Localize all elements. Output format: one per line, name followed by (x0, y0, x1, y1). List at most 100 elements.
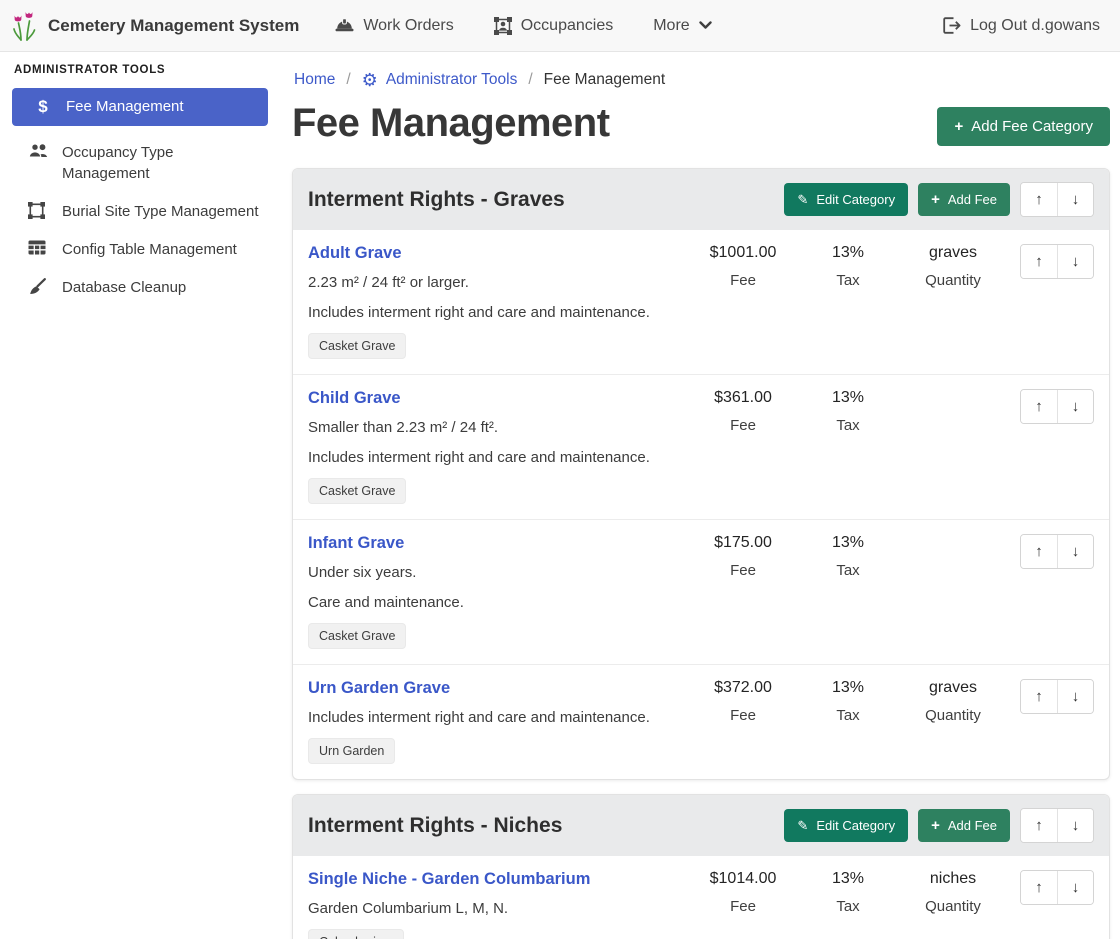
fee-amount-column: $1001.00 Fee (688, 244, 798, 289)
fee-reorder-group: ↑ ↓ (1020, 534, 1094, 569)
sidebar-item-label: Config Table Management (62, 241, 237, 259)
move-category-down-button[interactable]: ↓ (1057, 809, 1093, 842)
chevron-down-icon (698, 21, 712, 30)
quantity-value: niches (929, 870, 977, 887)
tax-column: 13% Tax (798, 534, 898, 579)
edit-category-label: Edit Category (816, 818, 896, 833)
fee-amount-label: Fee (730, 898, 756, 915)
gear-icon: ⚙ (361, 70, 378, 90)
fee-description: Includes interment right and care and ma… (308, 449, 650, 466)
plus-icon: + (954, 118, 964, 135)
move-category-up-button[interactable]: ↑ (1021, 183, 1057, 216)
fee-row-single-niche: Single Niche - Garden Columbarium Garden… (293, 856, 1109, 939)
move-fee-up-button[interactable]: ↑ (1021, 535, 1057, 568)
fee-row-infant-grave: Infant Grave Under six years. Care and m… (293, 519, 1109, 664)
fee-row-child-grave: Child Grave Smaller than 2.23 m² / 24 ft… (293, 374, 1109, 519)
move-fee-up-button[interactable]: ↑ (1021, 390, 1057, 423)
tax-value: 13% (831, 679, 865, 696)
fee-reorder-group: ↑ ↓ (1020, 389, 1094, 424)
category-header: Interment Rights - Niches ✎ Edit Categor… (293, 795, 1109, 856)
fee-type-badge: Columbarium (308, 929, 405, 939)
fee-type-badge: Casket Grave (308, 623, 407, 649)
logout-button[interactable]: Log Out d.gowans (943, 17, 1100, 35)
pencil-icon: ✎ (797, 192, 809, 207)
breadcrumb-admin-tools-link[interactable]: ⚙ Administrator Tools (362, 71, 518, 89)
tax-column: 13% Tax (798, 679, 898, 724)
page-header: Fee Management + Add Fee Category (292, 101, 1110, 146)
move-fee-down-button[interactable]: ↓ (1057, 535, 1093, 568)
quantity-label: Quantity (925, 898, 981, 915)
fee-name-link[interactable]: Infant Grave (308, 534, 405, 552)
people-icon (28, 143, 50, 158)
fee-reorder-group: ↑ ↓ (1020, 679, 1094, 714)
add-fee-button[interactable]: + Add Fee (918, 183, 1010, 216)
fee-type-badge: Casket Grave (308, 478, 407, 504)
fee-name-link[interactable]: Adult Grave (308, 244, 402, 262)
dollar-icon: $ (38, 97, 48, 116)
sidebar-item-occupancy-type-management[interactable]: Occupancy Type Management (0, 134, 280, 193)
quantity-value: graves (928, 244, 978, 261)
nav-work-orders-label: Work Orders (363, 16, 454, 34)
tax-column: 13% Tax (798, 389, 898, 434)
quantity-column: niches Quantity (898, 870, 1008, 915)
hard-hat-icon (335, 18, 354, 33)
move-fee-down-button[interactable]: ↓ (1057, 245, 1093, 278)
quantity-value: graves (928, 679, 978, 696)
quantity-column (898, 534, 1008, 544)
top-navbar: Cemetery Management System Work Orders (0, 0, 1120, 52)
sidebar-item-config-table-management[interactable]: Config Table Management (0, 231, 280, 269)
move-fee-down-button[interactable]: ↓ (1057, 871, 1093, 904)
add-fee-label: Add Fee (947, 818, 997, 833)
move-fee-up-button[interactable]: ↑ (1021, 245, 1057, 278)
admin-sidebar: ADMINISTRATOR TOOLS $ Fee Management Occ… (0, 52, 280, 308)
category-header: Interment Rights - Graves ✎ Edit Categor… (293, 169, 1109, 230)
tax-label: Tax (836, 417, 860, 434)
move-fee-up-button[interactable]: ↑ (1021, 680, 1057, 713)
fee-name-link[interactable]: Urn Garden Grave (308, 679, 451, 697)
tax-column: 13% Tax (798, 870, 898, 915)
fee-details: Infant Grave Under six years. Care and m… (308, 534, 688, 649)
nav-work-orders[interactable]: Work Orders (335, 16, 454, 35)
sidebar-item-fee-management[interactable]: $ Fee Management (12, 88, 268, 127)
fee-name-link[interactable]: Single Niche - Garden Columbarium (308, 870, 591, 888)
edit-category-button[interactable]: ✎ Edit Category (784, 183, 909, 216)
fee-reorder-group: ↑ ↓ (1020, 244, 1094, 279)
occupancy-frame-icon (493, 16, 512, 35)
fee-description: Includes interment right and care and ma… (308, 304, 650, 321)
add-fee-category-button[interactable]: + Add Fee Category (937, 107, 1110, 146)
tulip-logo-icon (12, 11, 38, 41)
breadcrumb-home-link[interactable]: Home (294, 71, 336, 88)
breadcrumb: Home / ⚙ Administrator Tools / Fee Manag… (292, 64, 1110, 89)
app-brand: Cemetery Management System (12, 11, 299, 41)
quantity-label: Quantity (925, 272, 981, 289)
add-fee-button[interactable]: + Add Fee (918, 809, 1010, 842)
plus-icon: + (931, 817, 940, 834)
move-fee-up-button[interactable]: ↑ (1021, 871, 1057, 904)
fee-amount-column: $1014.00 Fee (688, 870, 798, 915)
move-category-down-button[interactable]: ↓ (1057, 183, 1093, 216)
fee-type-badge: Urn Garden (308, 738, 396, 764)
fee-name-link[interactable]: Child Grave (308, 389, 401, 407)
sidebar-item-burial-site-type-management[interactable]: Burial Site Type Management (0, 193, 280, 231)
move-category-up-button[interactable]: ↑ (1021, 809, 1057, 842)
category-reorder-group: ↑ ↓ (1020, 808, 1094, 843)
fee-description: Under six years. (308, 564, 417, 581)
fee-row-adult-grave: Adult Grave 2.23 m² / 24 ft² or larger. … (293, 230, 1109, 374)
tax-label: Tax (836, 562, 860, 579)
add-fee-category-label: Add Fee Category (971, 118, 1093, 135)
tax-label: Tax (836, 272, 860, 289)
move-fee-down-button[interactable]: ↓ (1057, 680, 1093, 713)
quantity-column: graves Quantity (898, 244, 1008, 289)
broom-icon (28, 278, 50, 295)
breadcrumb-separator: / (346, 71, 351, 88)
breadcrumb-separator: / (528, 71, 533, 88)
nav-occupancies[interactable]: Occupancies (493, 16, 613, 35)
nav-more-dropdown[interactable]: More (653, 17, 712, 35)
breadcrumb-admin-tools-label: Administrator Tools (385, 71, 518, 88)
sidebar-item-database-cleanup[interactable]: Database Cleanup (0, 269, 280, 307)
fee-description: Care and maintenance. (308, 594, 464, 611)
move-fee-down-button[interactable]: ↓ (1057, 390, 1093, 423)
fee-amount-column: $361.00 Fee (688, 389, 798, 434)
fee-description: Smaller than 2.23 m² / 24 ft². (308, 419, 499, 436)
edit-category-button[interactable]: ✎ Edit Category (784, 809, 909, 842)
